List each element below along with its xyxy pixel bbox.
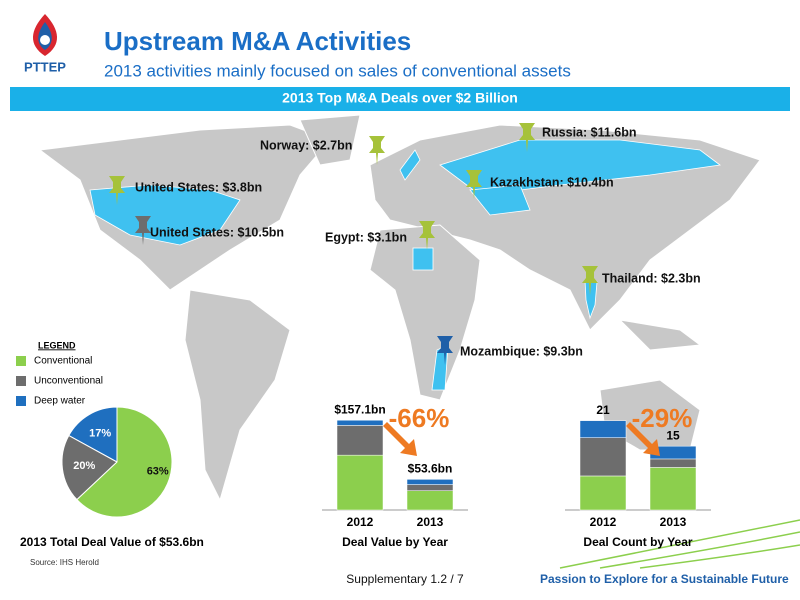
chart-title: Deal Count by Year <box>583 535 692 549</box>
bar-segment <box>579 437 627 477</box>
pin <box>135 216 151 245</box>
arrow <box>383 422 417 456</box>
pin <box>519 123 535 152</box>
pin-label: Kazakhstan: $10.4bn <box>490 175 614 189</box>
source: Source: IHS Herold <box>30 558 99 567</box>
title: Upstream M&A Activities <box>104 26 411 56</box>
change-annotation: -66% <box>389 403 450 433</box>
pie-slice <box>68 406 118 463</box>
x-tick-label: 2012 <box>347 515 374 529</box>
logo-text: PTTEP <box>24 59 66 74</box>
bar-segment <box>406 490 454 511</box>
legend-label: Conventional <box>34 356 92 367</box>
pin-label: Norway: $2.7bn <box>260 138 352 152</box>
pin-label: Russia: $11.6bn <box>542 125 637 139</box>
pie-slice <box>61 434 118 501</box>
subtitle: 2013 activities mainly focused on sales … <box>104 61 571 80</box>
pin-label: Egypt: $3.1bn <box>325 230 407 244</box>
pin <box>582 266 598 295</box>
pin-label: Mozambique: $9.3bn <box>460 344 583 358</box>
bar-segment <box>579 475 627 511</box>
bar-segment <box>406 484 454 491</box>
arrow <box>626 422 660 456</box>
pie-title: 2013 Total Deal Value of $53.6bn <box>20 535 204 549</box>
chart-title: Deal Value by Year <box>342 535 448 549</box>
change-annotation: -29% <box>632 403 693 433</box>
x-tick-label: 2013 <box>660 515 687 529</box>
pin-label: United States: $3.8bn <box>135 180 262 194</box>
bar-segment <box>579 420 627 438</box>
pie-label: 17% <box>89 428 111 440</box>
legend-title: LEGEND <box>38 340 76 350</box>
bar-segment <box>336 419 384 426</box>
highlighted-countries <box>89 139 722 391</box>
pin <box>419 221 435 250</box>
x-tick-label: 2013 <box>417 515 444 529</box>
pin <box>437 336 453 365</box>
pin-label: Thailand: $2.3bn <box>602 271 701 285</box>
pin <box>109 176 125 205</box>
logo <box>32 14 58 56</box>
pin-label: United States: $10.5bn <box>150 225 284 239</box>
swoosh <box>559 519 800 569</box>
bar-segment <box>336 425 384 456</box>
pie-slice <box>76 406 173 518</box>
legend-swatch <box>16 376 26 386</box>
legend-box <box>14 338 114 416</box>
legend-swatch <box>16 396 26 406</box>
bar-segment <box>649 467 697 511</box>
banner-text: 2013 Top M&A Deals over $2 Billion <box>282 90 518 106</box>
bar-segment <box>649 458 697 468</box>
page-number: Supplementary 1.2 / 7 <box>346 572 464 586</box>
pin <box>466 170 482 199</box>
legend-label: Unconventional <box>34 376 103 387</box>
bar-segment <box>406 479 454 485</box>
x-tick-label: 2012 <box>590 515 617 529</box>
pie-label: 63% <box>147 466 169 478</box>
legend-label: Deep water <box>34 396 86 407</box>
pie-label: 20% <box>73 460 95 472</box>
legend-swatch <box>16 356 26 366</box>
total-label: $157.1bn <box>334 402 385 416</box>
total-label: 15 <box>666 428 680 442</box>
banner <box>10 87 790 111</box>
total-label: 21 <box>596 403 610 417</box>
bar-segment <box>336 454 384 511</box>
total-label: $53.6bn <box>408 462 453 476</box>
slogan: Passion to Explore for a Sustainable Fut… <box>540 572 789 586</box>
pin <box>369 136 385 165</box>
